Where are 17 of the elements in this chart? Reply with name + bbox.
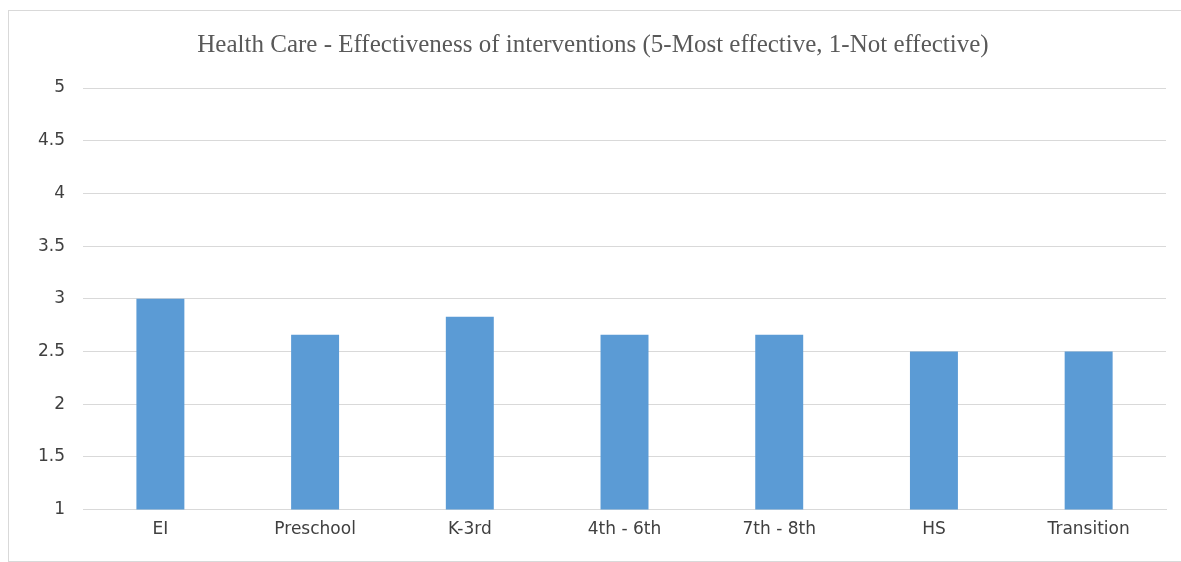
y-tick-label: 5 — [54, 76, 66, 97]
x-tick-label: Preschool — [274, 518, 356, 539]
y-tick-label: 4 — [54, 181, 66, 202]
x-tick-label: K-3rd — [447, 518, 492, 539]
x-tick-label: HS — [922, 518, 946, 539]
x-tick-label: Transition — [1046, 518, 1130, 539]
x-tick-label: 4th - 6th — [587, 518, 662, 539]
y-tick-label: 1 — [54, 498, 66, 519]
y-tick-label: 3 — [54, 287, 66, 308]
chart-title: Health Care - Effectiveness of interventions (5-Most effective, 1-Not effective) — [197, 29, 989, 58]
y-tick-label: 2 — [54, 392, 66, 413]
x-tick-label: 7th - 8th — [742, 518, 816, 539]
y-tick-label: 2.5 — [37, 339, 66, 360]
y-tick-label: 4.5 — [37, 129, 66, 150]
y-tick-label: 1.5 — [37, 445, 66, 466]
x-tick-label: EI — [152, 518, 169, 539]
y-tick-label: 3.5 — [37, 234, 66, 255]
